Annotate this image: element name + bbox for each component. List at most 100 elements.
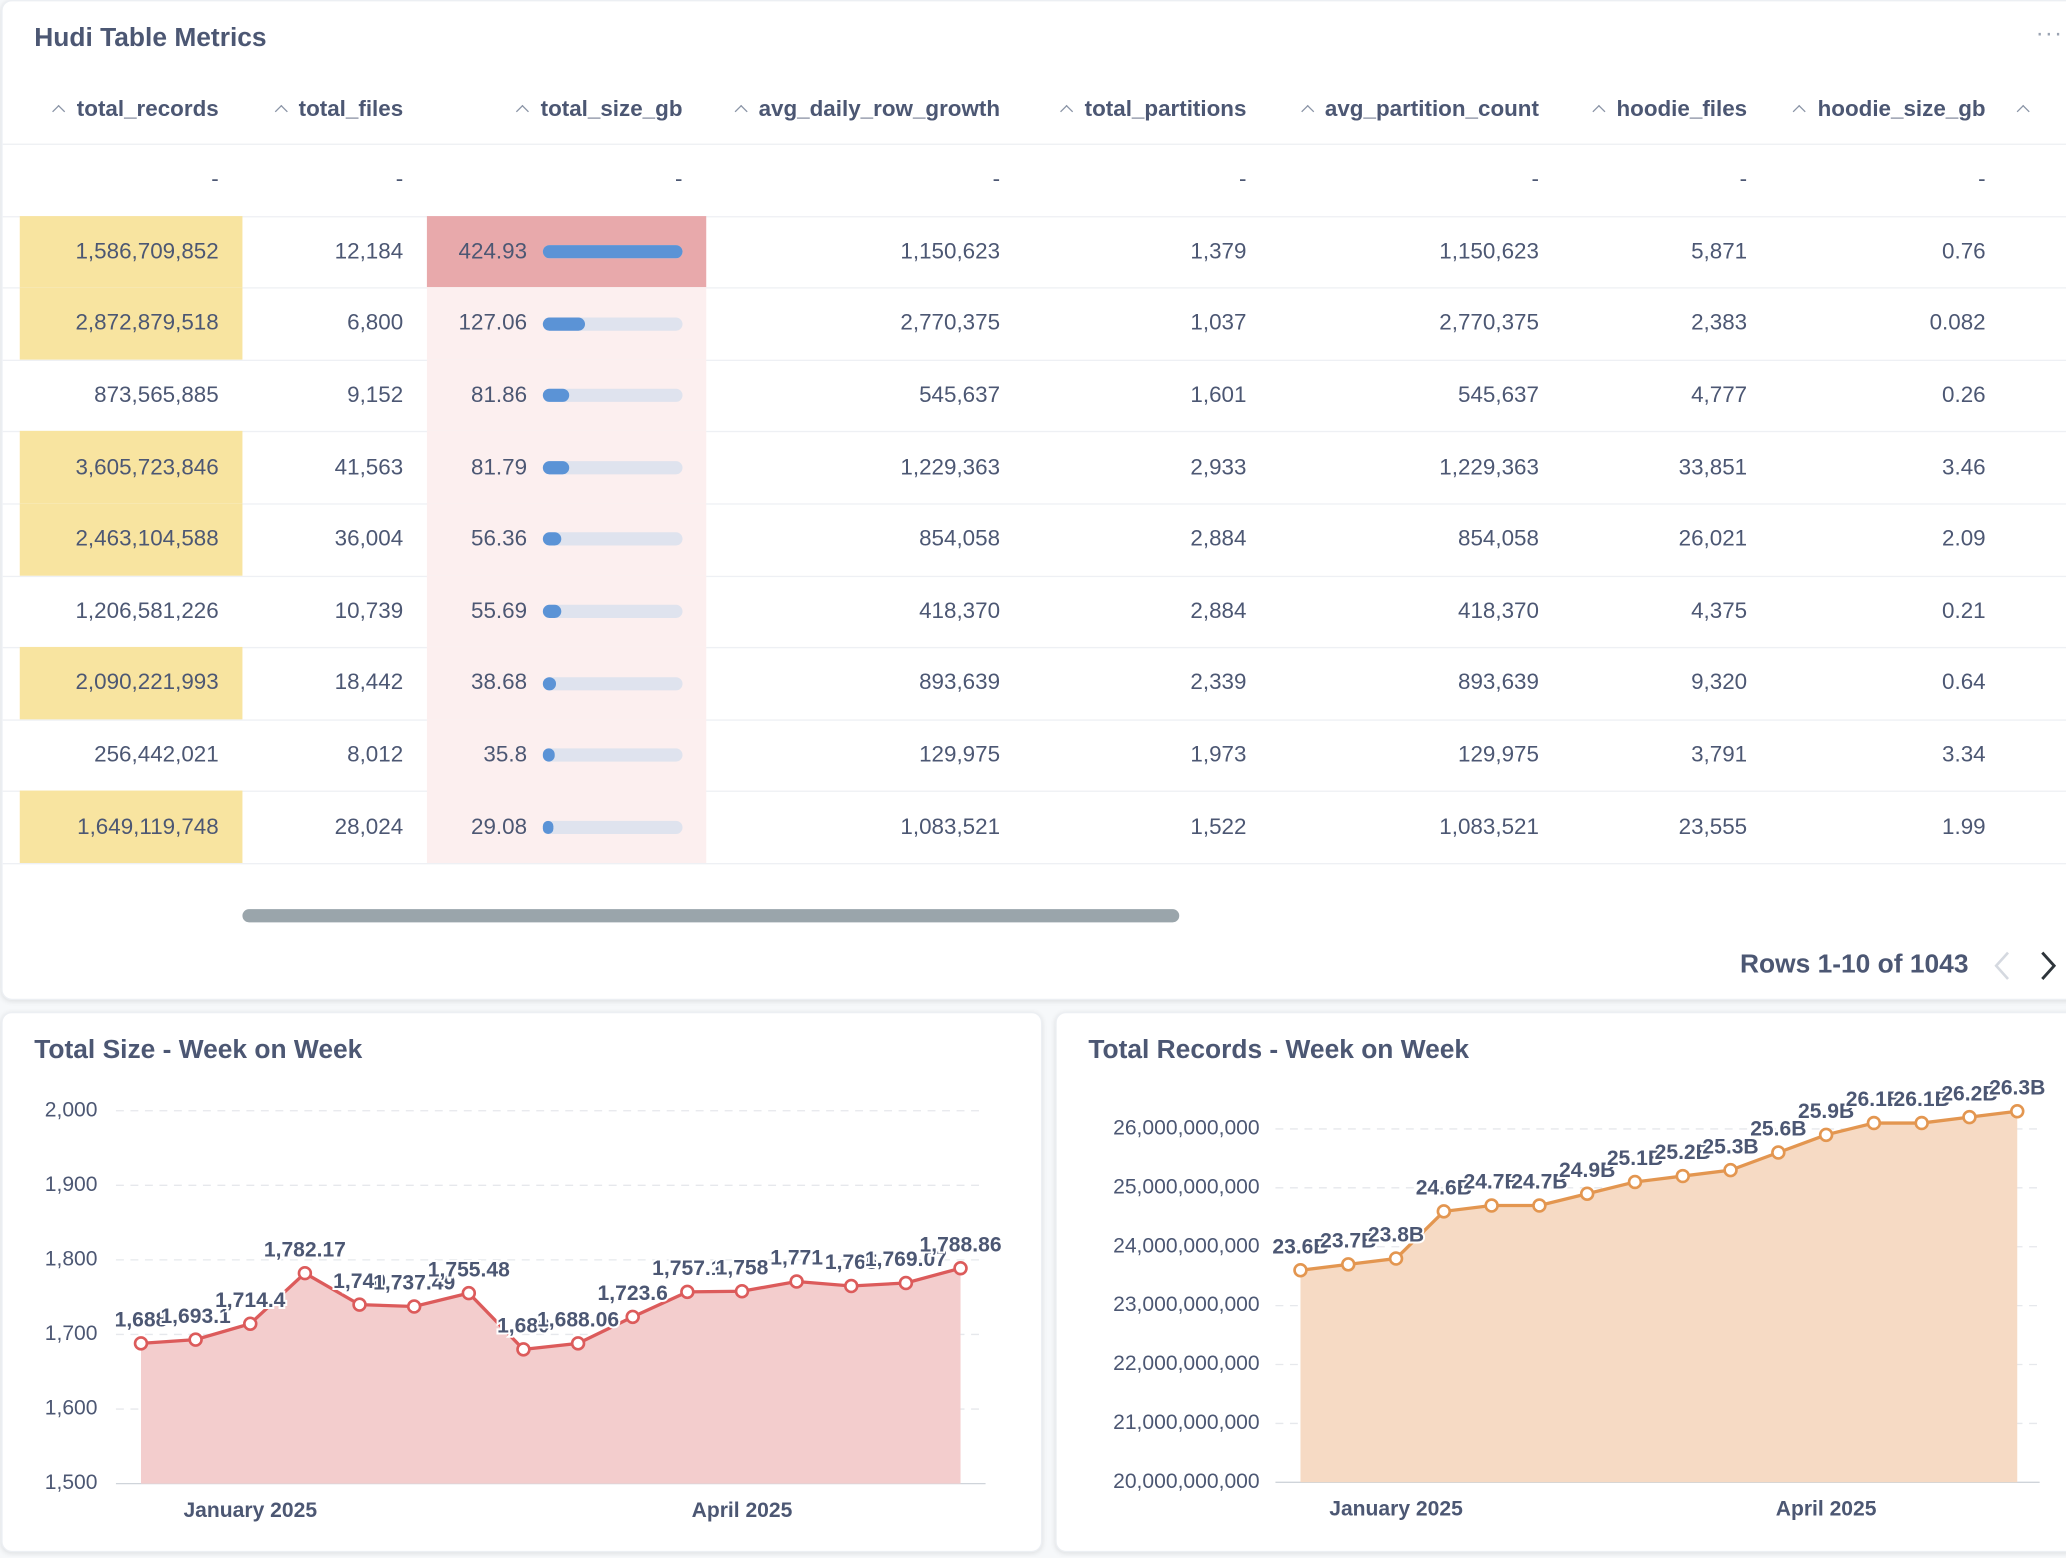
bar: [542, 460, 570, 474]
table-cell: 1,206,581,226: [75, 598, 219, 624]
table-cell: 1,522: [1190, 813, 1247, 839]
row-separator: [2, 359, 2066, 361]
table-cell: 1,037: [1190, 310, 1247, 336]
data-label: 23.6B: [1272, 1235, 1328, 1258]
data-label: 23.7B: [1320, 1230, 1376, 1253]
point: [516, 1342, 531, 1357]
table-cell: 893,639: [1457, 669, 1539, 696]
table-cell: 2,884: [1190, 526, 1247, 552]
point: [352, 1297, 367, 1312]
point: [625, 1309, 640, 1325]
column-header[interactable]: total_files: [242, 74, 426, 144]
row-separator: [2, 863, 2066, 865]
bar-track: [542, 748, 683, 762]
table-cell: 2,770,375: [1439, 310, 1539, 336]
row-separator: [2, 791, 2066, 793]
table-card: Hudi Table Metrics ··· total_records tota…: [1, 0, 2066, 1001]
menu-dots[interactable]: ···: [2035, 19, 2064, 47]
data-label: 1,788.86: [920, 1233, 1002, 1256]
table-cell: 4,777: [1691, 382, 1748, 408]
table-cell: 8,012: [347, 741, 404, 767]
data-label: 24.7B: [1511, 1171, 1567, 1194]
y-tick-label: 24,000,000,000: [1113, 1234, 1260, 1257]
bar: [542, 676, 556, 690]
column-header[interactable]: hoodie_size_gb: [1771, 74, 2009, 144]
table-cell: 545,637: [919, 382, 1001, 408]
x-tick-label: April 2025: [1776, 1498, 1877, 1521]
point: [898, 1275, 914, 1291]
point: [1293, 1263, 1308, 1278]
point: [1436, 1204, 1452, 1219]
table-cell: 1,083,521: [900, 813, 1001, 839]
data-label: 24.6B: [1416, 1177, 1472, 1200]
table-cell: 893,639: [919, 669, 1001, 696]
data-label: 1,737.49: [373, 1272, 455, 1295]
table-cell: 4,375: [1691, 598, 1748, 624]
column-header[interactable]: total_partitions: [1024, 74, 1270, 144]
data-label: 26.1B: [1894, 1088, 1950, 1111]
table-cell: 2,884: [1190, 598, 1247, 624]
data-label: 24.7B: [1463, 1171, 1519, 1194]
column-header[interactable]: total_records: [20, 74, 243, 144]
prev-page[interactable]: [1994, 951, 2010, 980]
y-tick-label: 22,000,000,000: [1113, 1352, 1260, 1375]
y-tick-label: 2,000: [45, 1098, 98, 1121]
column-header[interactable]: avg_partition_count: [1270, 74, 1563, 144]
column-header[interactable]: total_size_gb: [427, 74, 706, 144]
bar-track: [542, 604, 683, 618]
point: [243, 1316, 258, 1331]
data-label: 26.2B: [1941, 1082, 1997, 1105]
column-header[interactable]: avg_daily_row_growth: [706, 74, 1024, 144]
y-tick-label: 1,600: [45, 1397, 98, 1420]
table-cell: 2,770,375: [900, 310, 1001, 336]
chart-title: Total Records - Week on Week: [1088, 1035, 1470, 1065]
data-label: 1,757.1: [652, 1257, 723, 1280]
data-label: 1,688.06: [537, 1309, 619, 1332]
point: [1771, 1145, 1786, 1160]
point: [570, 1336, 586, 1351]
bar-track: [542, 532, 683, 546]
scrollbar[interactable]: [242, 909, 1180, 923]
data-label: 1,769.07: [865, 1248, 947, 1271]
table-cell: 1,649,119,748: [19, 791, 243, 864]
table-cell: 3.46: [1942, 454, 1986, 480]
table-cell: 1,150,623: [900, 238, 1001, 264]
table-cell: 0.76: [1942, 238, 1986, 264]
bar-track: [542, 820, 683, 834]
point: [680, 1284, 695, 1300]
y-tick-label: 20,000,000,000: [1113, 1470, 1260, 1493]
point: [1723, 1162, 1738, 1178]
next-page[interactable]: [2041, 951, 2057, 980]
row-separator: [2, 503, 2066, 505]
table-cell: 0.21: [1942, 598, 1986, 624]
placeholder-cell: -: [1531, 166, 1539, 192]
point: [2010, 1104, 2025, 1119]
x-tick-label: January 2025: [183, 1499, 317, 1522]
data-label: 23.8B: [1368, 1224, 1424, 1247]
row-separator: [2, 647, 2066, 649]
y-tick-label: 1,900: [45, 1173, 98, 1196]
placeholder-cell: -: [1739, 166, 1748, 192]
column-header[interactable]: hoodie_files: [1563, 74, 1771, 144]
data-label: 25.9B: [1798, 1100, 1854, 1123]
table-cell: 873,565,885: [94, 382, 219, 408]
row-separator: [2, 431, 2066, 433]
placeholder-cell: -: [675, 166, 683, 192]
table-cell: 1,601: [1190, 382, 1247, 408]
bar-track: [542, 388, 683, 402]
table-cell: 2,090,221,993: [19, 647, 243, 720]
point: [953, 1260, 968, 1276]
table-cell: 26,021: [1678, 526, 1748, 552]
y-tick-label: 1,500: [45, 1471, 98, 1494]
x-tick-label: January 2025: [1329, 1498, 1463, 1521]
data-label: 1,714.4: [215, 1289, 286, 1312]
table-cell: 2.09: [1942, 526, 1986, 552]
table-cell: 854,058: [919, 526, 1001, 552]
y-tick-label: 23,000,000,000: [1113, 1293, 1260, 1316]
pagination-text: Rows 1-10 of 1043: [1739, 949, 1969, 979]
table-cell: 418,370: [919, 598, 1001, 624]
placeholder-cell: -: [1238, 166, 1247, 192]
point: [1388, 1251, 1404, 1266]
